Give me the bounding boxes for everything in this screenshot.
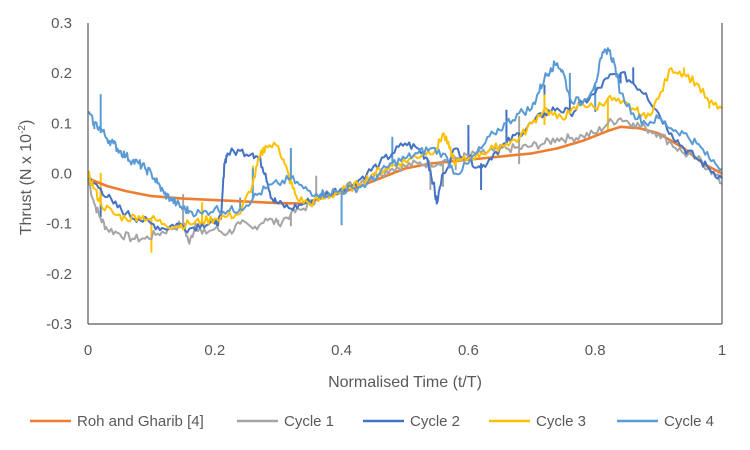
x-tick-label: 0 xyxy=(84,342,92,359)
series-layer xyxy=(87,47,723,245)
x-tick-label: 0.4 xyxy=(331,342,352,359)
x-tick-label: 0.2 xyxy=(204,342,225,359)
legend-label: Roh and Gharib [4] xyxy=(77,413,204,430)
y-axis-title: Thrust (N x 10-2) xyxy=(17,120,35,236)
y-tick-label: 0.1 xyxy=(51,115,72,132)
y-axis-title-superscript: -2 xyxy=(17,125,28,134)
x-tick-label: 0.8 xyxy=(585,342,606,359)
x-tick-label: 1 xyxy=(718,342,726,359)
y-axis-title-base: Thrust (N x 10 xyxy=(18,134,35,235)
y-tick-label: 0.3 xyxy=(51,15,72,32)
x-tick-labels: 0 0.2 0.4 0.6 0.8 1 xyxy=(84,342,726,359)
y-tick-label: -0.3 xyxy=(46,316,72,333)
y-tick-label: -0.2 xyxy=(46,266,72,283)
legend: Roh and Gharib [4] Cycle 1 Cycle 2 Cycle 3 C… xyxy=(30,413,714,430)
series-line-cycle-3 xyxy=(87,67,723,231)
legend-label: Cycle 2 xyxy=(410,413,460,430)
series-line-cycle-4 xyxy=(87,47,723,218)
y-tick-label: 0.0 xyxy=(51,166,72,183)
legend-label: Cycle 4 xyxy=(664,413,714,430)
y-axis-title-end: ) xyxy=(18,120,35,125)
y-tick-label: -0.1 xyxy=(46,216,72,233)
x-tick-label: 0.6 xyxy=(458,342,479,359)
y-tick-label: 0.2 xyxy=(51,65,72,82)
axes-layer xyxy=(87,23,723,325)
y-tick-labels: 0.3 0.2 0.1 0.0 -0.1 -0.2 -0.3 xyxy=(46,15,72,333)
series-line-cycle-2 xyxy=(87,71,723,234)
legend-label: Cycle 3 xyxy=(536,413,586,430)
legend-label: Cycle 1 xyxy=(284,413,334,430)
x-axis-title: Normalised Time (t/T) xyxy=(328,374,482,391)
